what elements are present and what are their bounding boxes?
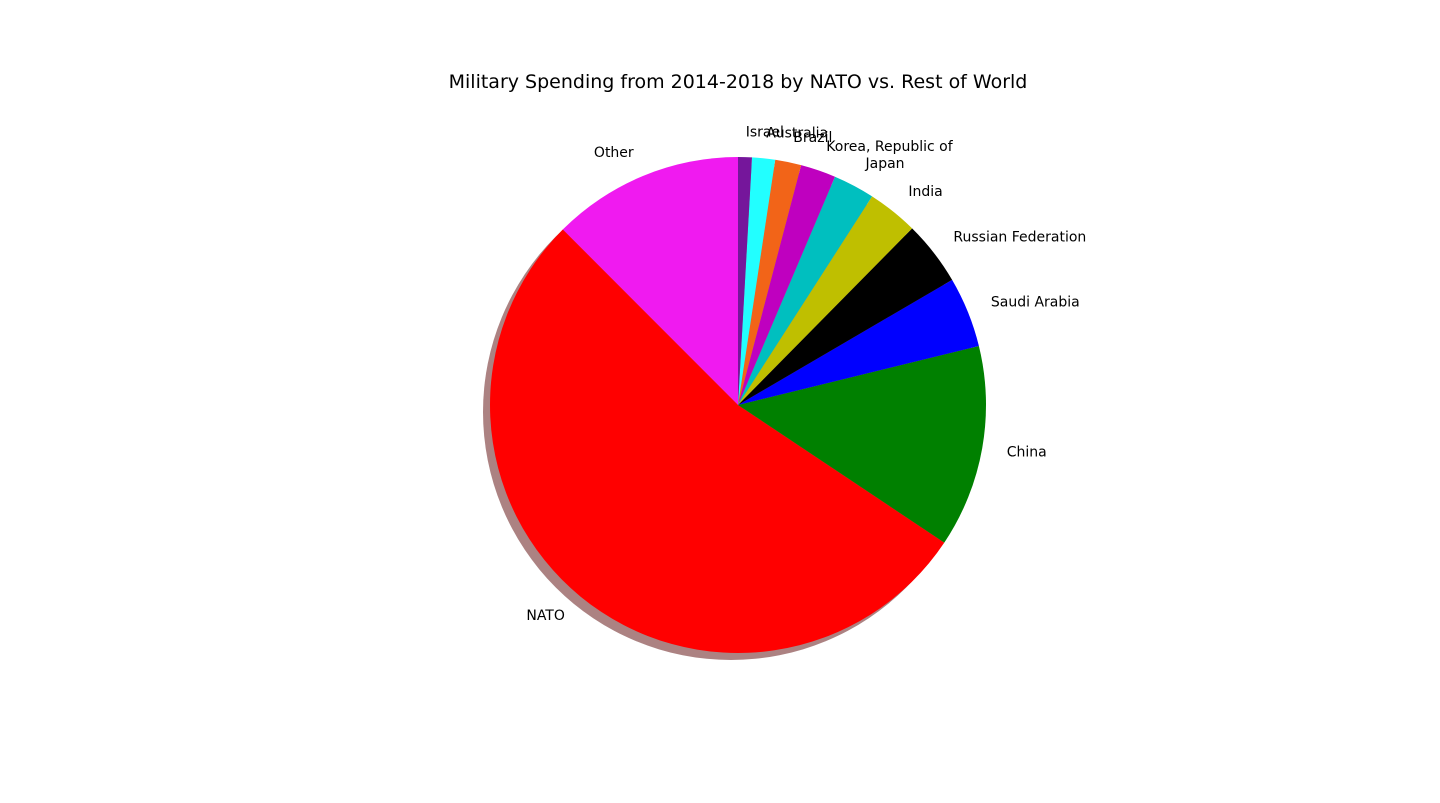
label-india: India (908, 184, 942, 200)
slice-other (562, 157, 738, 405)
pie-slices (490, 157, 987, 654)
label-israel: Israel (746, 124, 784, 140)
slice-japan (738, 176, 873, 405)
label-other: Other (594, 145, 634, 161)
label-japan: Japan (865, 156, 905, 172)
label-korea-republic-of: Korea, Republic of (826, 139, 953, 155)
label-russian-federation: Russian Federation (953, 230, 1086, 246)
slice-india (738, 196, 913, 405)
label-brazil: Brazil (793, 130, 832, 146)
slice-saudi-arabia (738, 279, 979, 405)
slice-israel (738, 157, 752, 405)
pie-labels: Other NATO China Saudi Arabia Russian Federa… (526, 124, 1086, 624)
chart-title: Military Spending from 2014-2018 by NATO… (449, 71, 1028, 93)
slice-nato (490, 229, 945, 654)
label-nato: NATO (526, 608, 565, 624)
label-australia: Australia (766, 126, 828, 142)
label-china: China (1007, 444, 1047, 460)
slice-korea-republic-of (738, 165, 835, 405)
slice-russian-federation (738, 228, 953, 405)
slice-china (738, 346, 987, 543)
slice-australia (738, 157, 776, 405)
slice-brazil (738, 159, 802, 405)
label-saudi-arabia: Saudi Arabia (991, 295, 1080, 311)
